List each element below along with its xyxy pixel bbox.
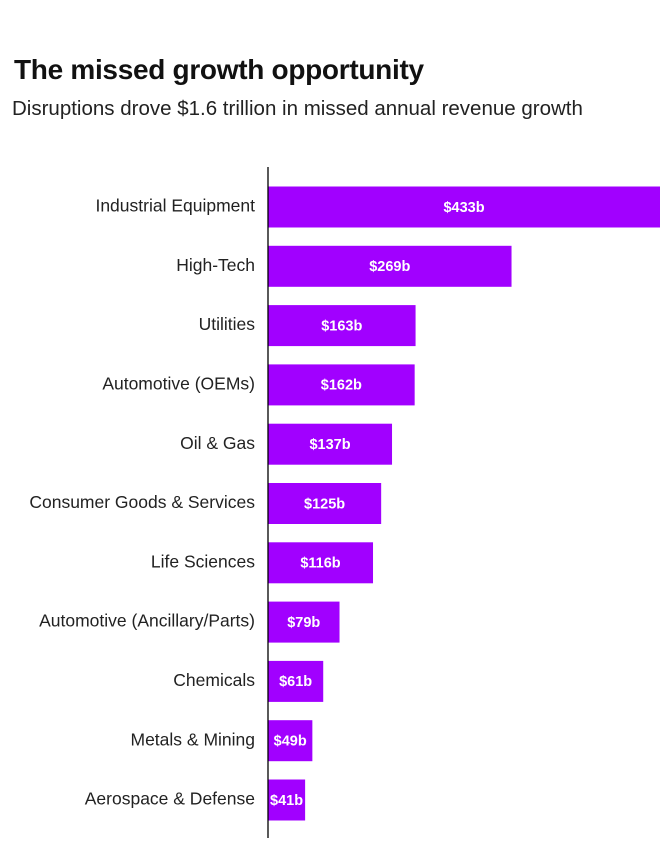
value-label: $79b — [287, 615, 320, 631]
bar — [268, 779, 306, 821]
category-label: Industrial Equipment — [95, 196, 255, 216]
category-label: Chemicals — [173, 670, 255, 690]
category-label: Metals & Mining — [131, 729, 256, 749]
value-label: $433b — [443, 200, 484, 216]
bar — [268, 305, 416, 347]
category-label: Utilities — [199, 314, 256, 334]
value-label: $162b — [321, 378, 362, 394]
category-label: High-Tech — [176, 255, 255, 275]
bar — [268, 364, 415, 406]
bar — [268, 542, 374, 584]
value-label: $61b — [279, 674, 312, 690]
value-label: $116b — [300, 556, 340, 572]
category-label: Oil & Gas — [180, 433, 255, 453]
category-label: Life Sciences — [151, 551, 255, 571]
bar — [268, 601, 340, 643]
bar — [268, 423, 393, 465]
value-label: $137b — [309, 437, 350, 453]
bar — [268, 483, 382, 524]
category-label: Automotive (OEMs) — [102, 374, 255, 394]
value-label: $41b — [270, 793, 303, 809]
chart-title: The missed growth opportunity — [14, 54, 424, 85]
chart-subtitle: Disruptions drove $1.6 trillion in misse… — [12, 97, 583, 120]
bar — [268, 245, 512, 287]
value-label: $163b — [321, 318, 362, 334]
category-label: Aerospace & Defense — [85, 789, 255, 809]
value-label: $269b — [369, 259, 410, 275]
value-label: $125b — [304, 496, 345, 512]
bar — [268, 720, 313, 762]
category-label: Consumer Goods & Services — [29, 492, 255, 512]
bar — [268, 660, 324, 702]
value-label: $49b — [274, 734, 307, 750]
bar — [268, 186, 660, 228]
category-label: Automotive (Ancillary/Parts) — [39, 611, 255, 631]
